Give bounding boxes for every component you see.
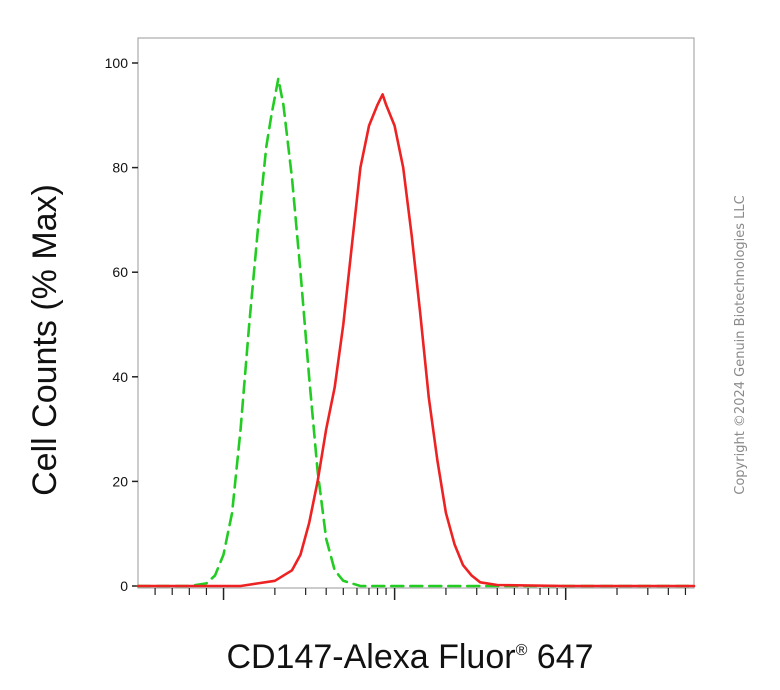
x-axis [154, 588, 687, 600]
x-axis-title-main: CD147-Alexa Fluor [226, 638, 515, 676]
y-tick-label: 60 [112, 264, 128, 280]
y-tick-label: 0 [120, 578, 128, 594]
y-tick-label: 40 [112, 369, 128, 385]
x-axis-title-mark: ® [516, 642, 528, 659]
control-histogram-line [136, 77, 696, 588]
copyright-text: Copyright ©2024 Genuin Biotechnologies L… [733, 195, 748, 494]
x-axis-title: CD147-Alexa Fluor® 647 [226, 638, 593, 676]
plot-frame [137, 37, 695, 589]
y-tick-label: 80 [112, 160, 128, 176]
x-axis-title-suffix: 647 [527, 638, 593, 676]
y-tick-label: 100 [105, 55, 129, 71]
stained-histogram-line [136, 93, 696, 588]
series-layer [136, 77, 696, 588]
y-tick-label: 20 [112, 473, 128, 489]
y-axis-title: Cell Counts (% Max) [26, 184, 64, 496]
y-axis: 0 20 40 60 80 100 [105, 55, 138, 594]
